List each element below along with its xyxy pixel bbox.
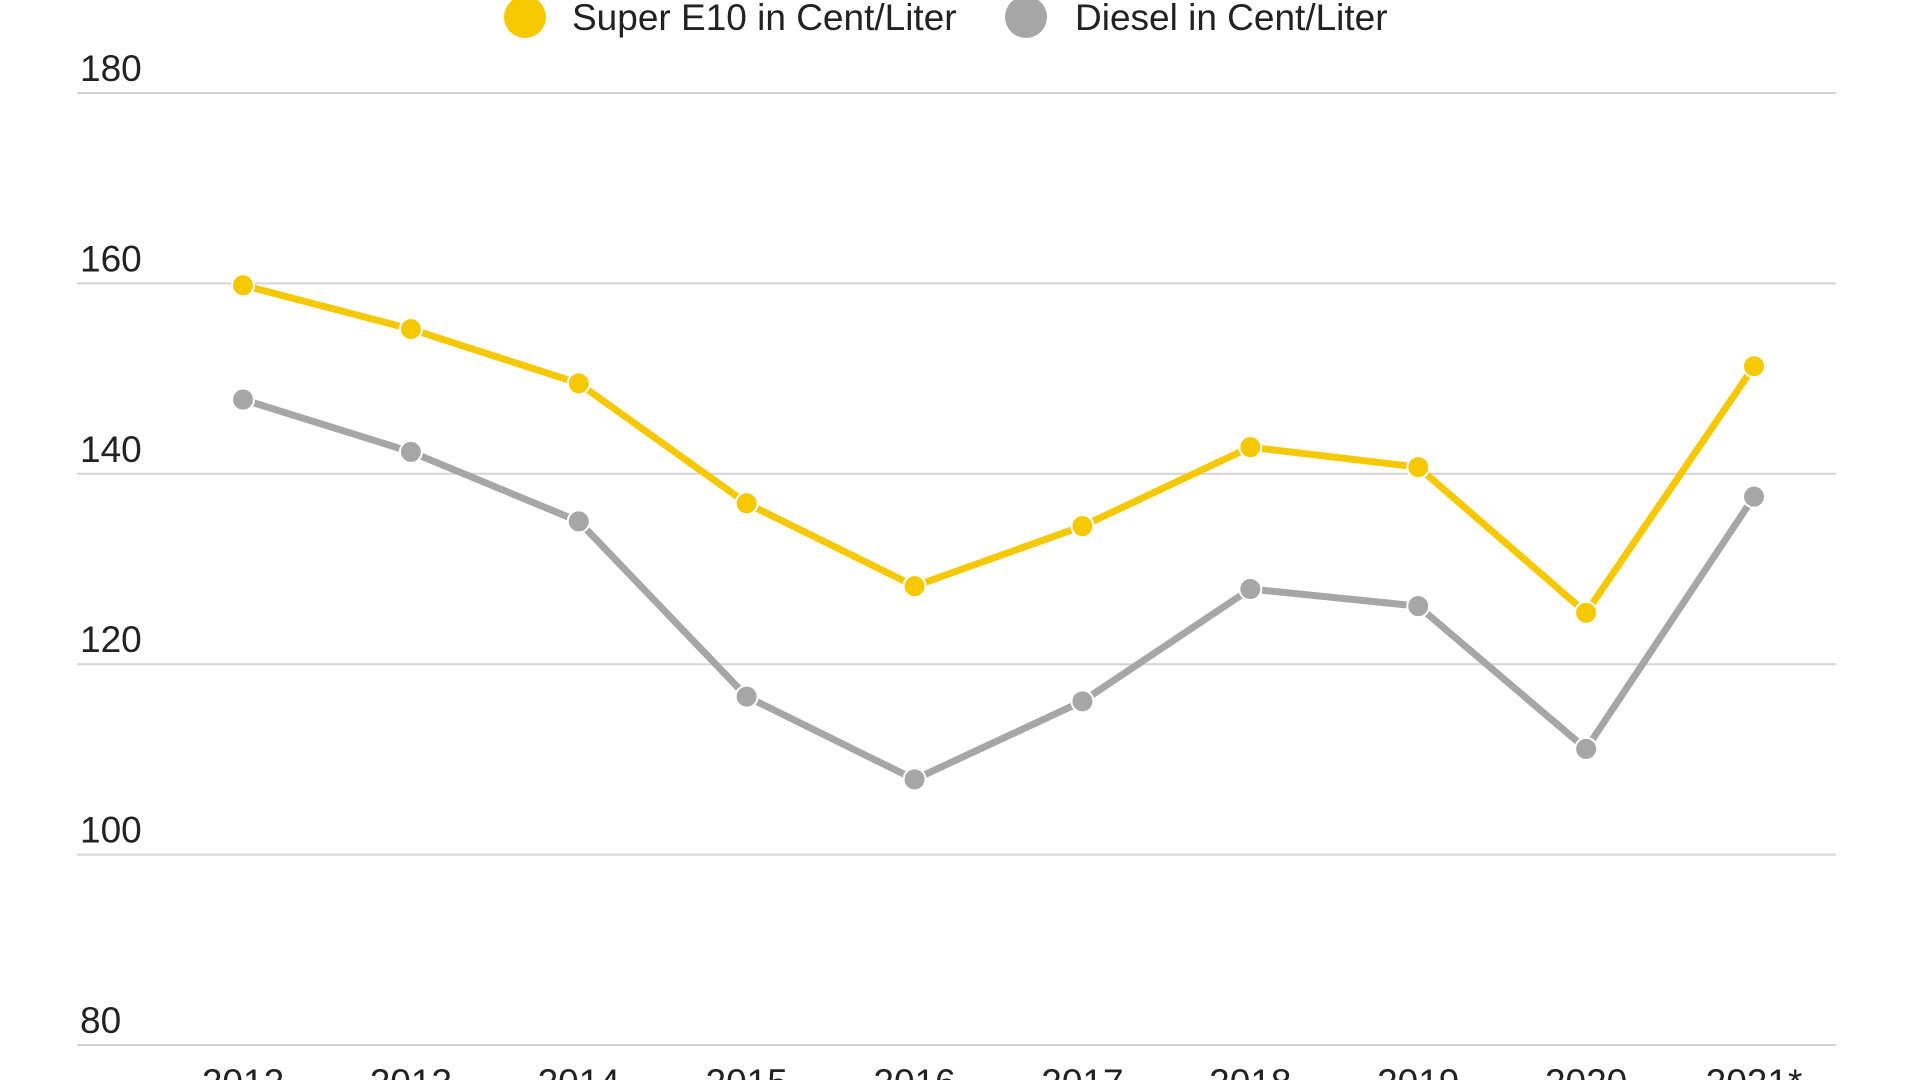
data-point-diesel-2018 [1238, 576, 1263, 601]
data-point-diesel-2012 [231, 387, 255, 412]
data-point-super-e10-2015 [734, 491, 759, 516]
data-point-super-e10-2013 [398, 317, 423, 342]
legend-label-diesel: Diesel in Cent/Liter [1075, 0, 1388, 38]
x-tick-label-2018: 2018 [1209, 1062, 1291, 1080]
data-point-super-e10-2021 [1742, 354, 1766, 379]
y-tick-label-120: 120 [80, 619, 142, 660]
series-super-e10 [231, 273, 1766, 625]
y-tick-label-160: 160 [80, 238, 142, 279]
data-point-diesel-2016 [902, 767, 927, 792]
x-tick-label-2021: 2021* [1706, 1062, 1803, 1080]
x-tick-label-2015: 2015 [706, 1062, 788, 1080]
series-line-super-e10 [239, 281, 1758, 617]
legend-swatch-super-e10 [504, 0, 546, 38]
legend-swatch-diesel [1005, 0, 1047, 38]
y-tick-label-180: 180 [80, 48, 142, 89]
data-point-super-e10-2018 [1238, 435, 1263, 460]
data-point-diesel-2021 [1742, 484, 1766, 509]
data-point-diesel-2015 [734, 684, 759, 709]
x-tick-label-2013: 2013 [370, 1062, 452, 1080]
x-tick-label-2017: 2017 [1041, 1062, 1123, 1080]
data-point-diesel-2020 [1574, 736, 1599, 761]
data-point-diesel-2014 [566, 509, 591, 534]
y-axis-ticks: 80 100 120 140 160 180 [80, 48, 142, 1041]
series-diesel [231, 387, 1766, 792]
data-point-super-e10-2016 [902, 574, 927, 599]
y-tick-label-140: 140 [80, 429, 142, 470]
data-series [231, 273, 1766, 792]
x-tick-label-2019: 2019 [1377, 1062, 1459, 1080]
x-tick-label-2016: 2016 [873, 1062, 955, 1080]
data-point-super-e10-2012 [231, 273, 255, 298]
data-point-diesel-2019 [1406, 594, 1431, 619]
y-tick-label-100: 100 [80, 810, 142, 851]
chart-legend: Super E10 in Cent/Liter Diesel in Cent/L… [504, 0, 1388, 38]
data-point-diesel-2017 [1070, 689, 1095, 714]
data-point-diesel-2013 [398, 439, 423, 464]
gridlines [77, 92, 1836, 1046]
data-point-super-e10-2020 [1574, 600, 1599, 625]
data-point-super-e10-2017 [1070, 514, 1095, 539]
data-point-super-e10-2014 [566, 371, 591, 396]
x-tick-label-2020: 2020 [1545, 1062, 1627, 1080]
x-tick-label-2012: 2012 [202, 1062, 284, 1080]
series-line-diesel [239, 396, 1758, 783]
legend-label-super-e10: Super E10 in Cent/Liter [572, 0, 957, 38]
y-tick-label-80: 80 [80, 1000, 121, 1041]
data-point-super-e10-2019 [1406, 455, 1431, 480]
